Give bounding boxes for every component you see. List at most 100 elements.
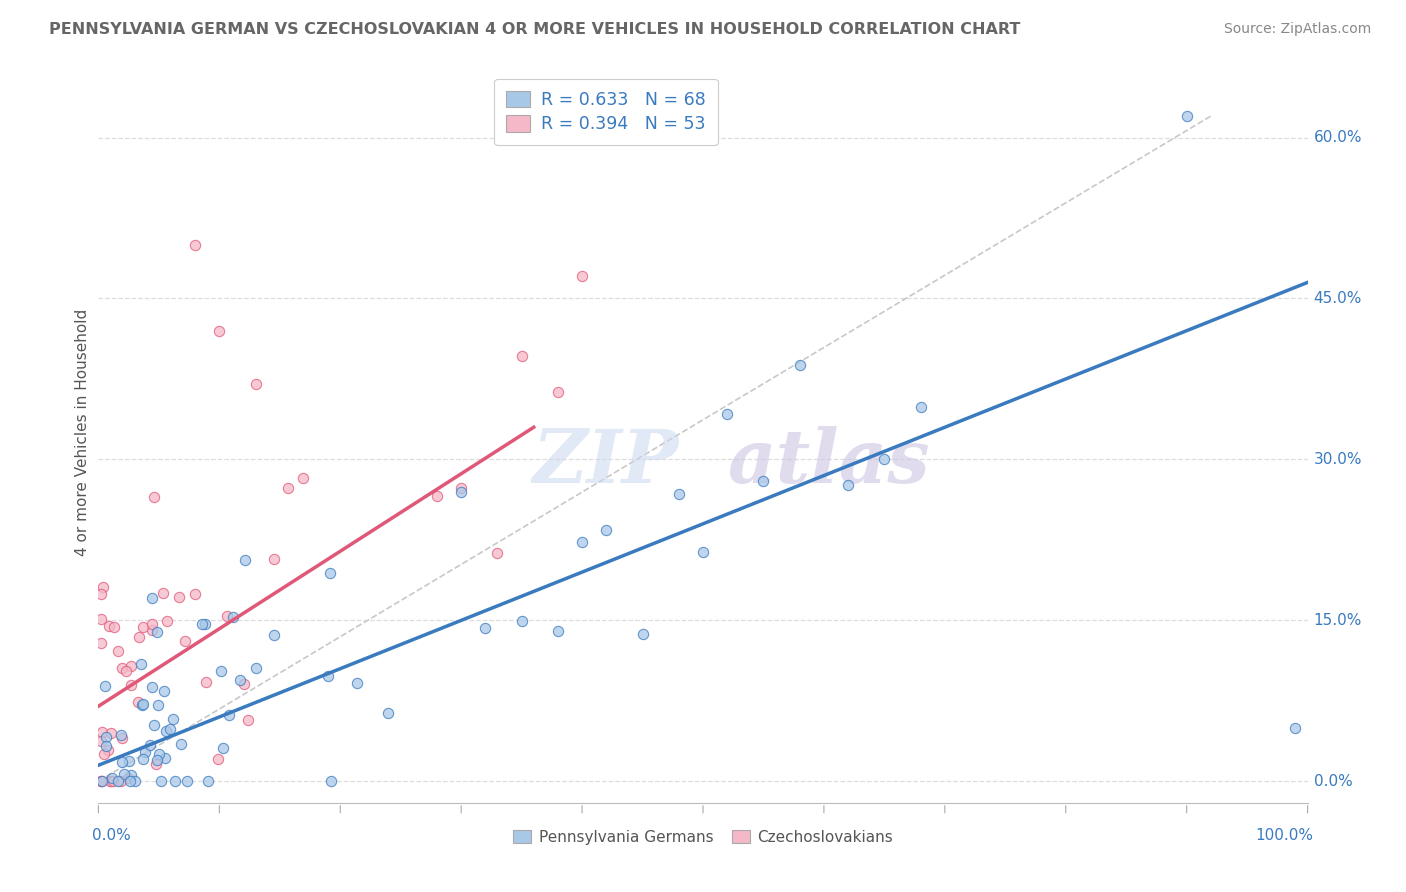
Point xyxy=(209,664,232,678)
Point xyxy=(486,545,509,559)
Text: 0.0%: 0.0% xyxy=(1313,774,1353,789)
Point xyxy=(229,673,252,687)
Text: PENNSYLVANIA GERMAN VS CZECHOSLOVAKIAN 4 OR MORE VEHICLES IN HOUSEHOLD CORRELATI: PENNSYLVANIA GERMAN VS CZECHOSLOVAKIAN 4… xyxy=(49,22,1021,37)
Point xyxy=(716,407,738,421)
Point xyxy=(152,586,174,600)
Point xyxy=(129,657,152,672)
Point xyxy=(277,481,299,495)
Point xyxy=(752,474,775,488)
Point xyxy=(139,738,162,752)
Point xyxy=(218,707,240,722)
Point xyxy=(233,553,256,567)
Text: 30.0%: 30.0% xyxy=(1313,452,1362,467)
Point xyxy=(346,676,368,690)
Point xyxy=(98,774,121,789)
Point xyxy=(245,377,267,392)
Point xyxy=(127,695,149,709)
Point xyxy=(94,739,117,753)
Point xyxy=(132,752,155,766)
Point xyxy=(571,268,593,283)
Point xyxy=(100,774,122,789)
Point xyxy=(107,644,129,658)
Point xyxy=(510,349,533,363)
Point xyxy=(174,633,197,648)
Point xyxy=(571,534,593,549)
Point xyxy=(120,678,142,692)
Point xyxy=(292,471,315,485)
Point xyxy=(115,664,138,678)
Point xyxy=(194,674,217,689)
Point xyxy=(150,774,173,789)
Point xyxy=(547,624,569,639)
Point xyxy=(143,490,166,504)
Point xyxy=(789,359,811,373)
Point xyxy=(197,774,219,789)
Point xyxy=(94,679,117,693)
Point xyxy=(155,750,177,764)
Y-axis label: 4 or more Vehicles in Household: 4 or more Vehicles in Household xyxy=(75,309,90,557)
Text: Source: ZipAtlas.com: Source: ZipAtlas.com xyxy=(1223,22,1371,37)
Point xyxy=(194,617,217,632)
Point xyxy=(134,745,156,759)
Point xyxy=(156,614,179,628)
Point xyxy=(208,324,231,338)
Point xyxy=(547,384,569,399)
Point xyxy=(90,612,112,626)
Point xyxy=(148,747,170,761)
Point xyxy=(145,754,167,768)
Point xyxy=(112,767,135,781)
Point xyxy=(90,774,112,789)
Point xyxy=(837,478,859,492)
Point xyxy=(165,774,187,789)
Point xyxy=(90,636,112,650)
Point xyxy=(100,726,122,740)
Point xyxy=(111,731,134,746)
Text: 15.0%: 15.0% xyxy=(1313,613,1362,628)
Point xyxy=(145,757,167,772)
Point xyxy=(120,768,142,782)
Point xyxy=(159,722,181,736)
Point xyxy=(236,714,259,728)
Point xyxy=(118,774,141,789)
Point xyxy=(169,737,191,751)
Point xyxy=(233,677,256,691)
Point xyxy=(124,774,146,789)
Point xyxy=(184,586,207,600)
Point xyxy=(426,489,449,503)
Point xyxy=(110,774,132,789)
Point xyxy=(90,587,112,601)
Point xyxy=(117,771,139,785)
Point xyxy=(450,481,472,495)
Point xyxy=(191,617,214,632)
Point xyxy=(474,621,496,635)
Point xyxy=(132,697,155,711)
Point xyxy=(184,237,207,252)
Point xyxy=(510,614,533,628)
Text: 100.0%: 100.0% xyxy=(1256,829,1313,843)
Point xyxy=(110,728,132,742)
Point xyxy=(631,626,654,640)
Text: 0.0%: 0.0% xyxy=(93,829,131,843)
Point xyxy=(141,623,163,637)
Point xyxy=(245,661,267,675)
Point xyxy=(97,619,120,633)
Point xyxy=(91,774,114,789)
Point xyxy=(692,545,714,559)
Point xyxy=(97,743,120,757)
Point xyxy=(316,668,339,682)
Text: 45.0%: 45.0% xyxy=(1313,291,1362,306)
Point xyxy=(221,610,243,624)
Point xyxy=(176,774,198,789)
Point xyxy=(90,734,112,748)
Text: ZIP: ZIP xyxy=(533,426,679,499)
Point xyxy=(169,591,191,605)
Point xyxy=(93,747,115,762)
Point xyxy=(1284,721,1306,735)
Point xyxy=(94,731,117,745)
Point xyxy=(143,718,166,732)
Point xyxy=(128,630,150,644)
Point xyxy=(131,698,153,712)
Point xyxy=(101,771,124,785)
Point xyxy=(103,620,125,634)
Point xyxy=(450,485,472,500)
